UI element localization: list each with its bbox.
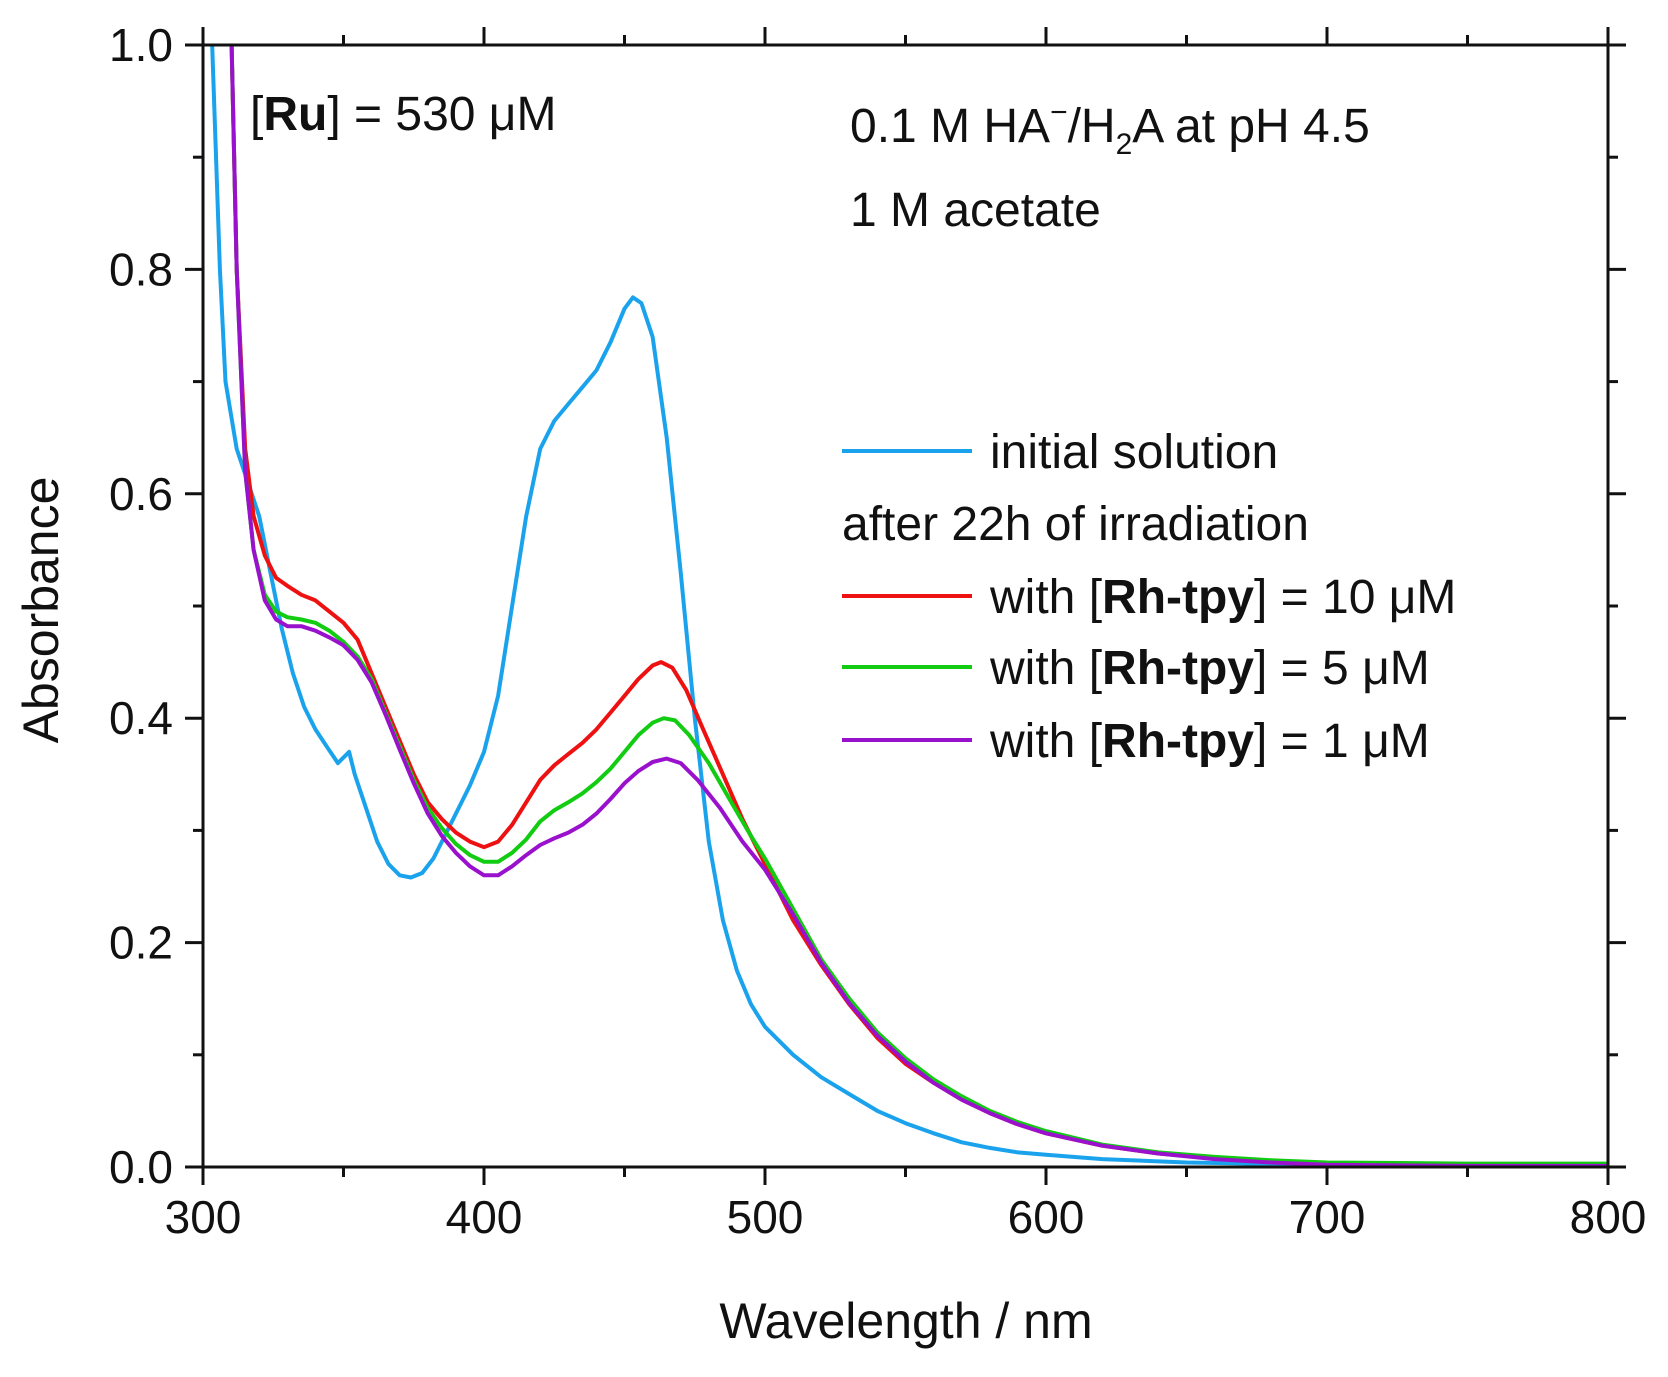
legend-label-5um: with [Rh-tpy] = 5 μM <box>989 642 1430 695</box>
y-tick-label: 0.4 <box>109 692 173 744</box>
y-tick-label: 1.0 <box>109 19 173 71</box>
ru-concentration-label: [Ru] = 530 μM <box>250 88 556 141</box>
plot-frame <box>201 43 1610 1169</box>
x-tick-label: 700 <box>1289 1191 1366 1243</box>
y-tick-label: 0.2 <box>109 917 173 969</box>
x-tick-labels: 300 400 500 600 700 800 <box>165 1191 1647 1243</box>
axis-ticks <box>185 27 1626 1185</box>
y-axis-title: Absorbance <box>13 477 69 744</box>
legend-header: after 22h of irradiation <box>842 498 1309 551</box>
y-tick-label: 0.8 <box>109 243 173 295</box>
buffer-label: 0.1 M HA−/H2A at pH 4.5 <box>850 96 1370 161</box>
series-line-with-rh-tpy-1-m <box>229 45 1608 1167</box>
x-tick-label: 400 <box>446 1191 523 1243</box>
series-line-with-rh-tpy-5-m <box>229 45 1608 1166</box>
legend: initial solution after 22h of irradiatio… <box>842 426 1456 768</box>
x-tick-label: 800 <box>1570 1191 1647 1243</box>
y-tick-label: 0.6 <box>109 468 173 520</box>
x-tick-label: 600 <box>1008 1191 1085 1243</box>
x-tick-label: 500 <box>727 1191 804 1243</box>
acetate-label: 1 M acetate <box>850 184 1101 237</box>
legend-label-10um: with [Rh-tpy] = 10 μM <box>989 571 1456 624</box>
legend-label-initial: initial solution <box>990 426 1278 479</box>
series-layer <box>210 45 1608 1167</box>
y-tick-labels: 0.0 0.2 0.4 0.6 0.8 1.0 <box>109 19 173 1193</box>
x-tick-label: 300 <box>165 1191 242 1243</box>
x-axis-title: Wavelength / nm <box>719 1293 1092 1349</box>
series-line-initial-solution <box>210 45 1608 1167</box>
legend-label-1um: with [Rh-tpy] = 1 μM <box>989 715 1430 768</box>
y-tick-label: 0.0 <box>109 1141 173 1193</box>
